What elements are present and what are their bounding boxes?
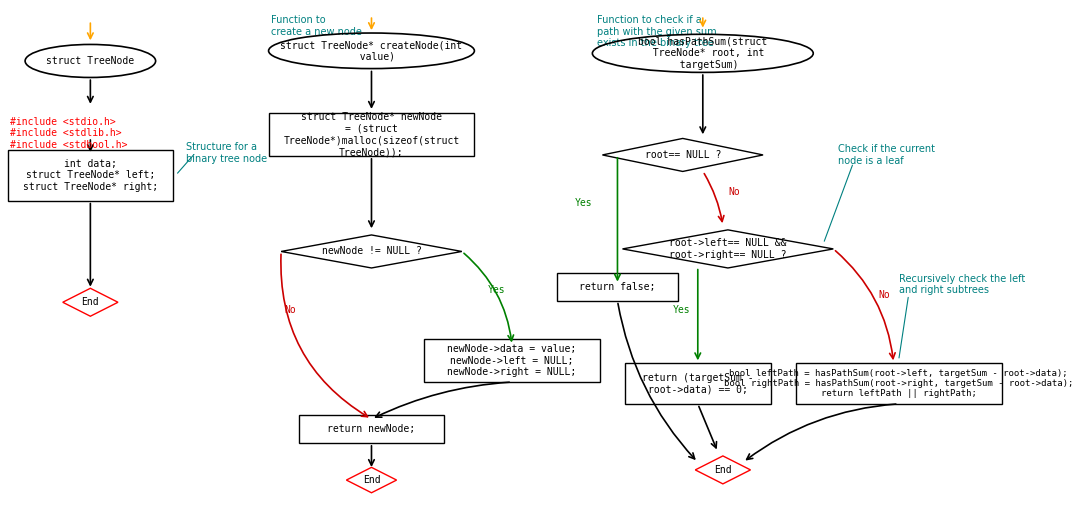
Text: No: No [728,186,740,197]
Text: root->left== NULL &&
root->right== NULL ?: root->left== NULL && root->right== NULL … [669,238,787,260]
Text: struct TreeNode: struct TreeNode [46,56,134,66]
Text: Check if the current
node is a leaf: Check if the current node is a leaf [838,144,935,166]
Text: Recursively check the left
and right subtrees: Recursively check the left and right sub… [898,274,1025,295]
Text: bool leftPath = hasPathSum(root->left, targetSum - root->data);
bool rightPath =: bool leftPath = hasPathSum(root->left, t… [724,369,1074,398]
Text: struct TreeNode* createNode(int
  value): struct TreeNode* createNode(int value) [280,40,462,61]
Text: No: No [284,305,296,315]
Text: return (targetSum -
root->data) == 0;: return (targetSum - root->data) == 0; [642,373,753,394]
Text: End: End [714,465,731,475]
Text: newNode->data = value;
newNode->left = NULL;
newNode->right = NULL;: newNode->data = value; newNode->left = N… [447,344,577,377]
Text: Yes: Yes [574,198,592,208]
Text: End: End [82,297,99,307]
Text: Yes: Yes [488,284,506,295]
Text: No: No [879,290,891,300]
Text: root== NULL ?: root== NULL ? [644,150,720,160]
Text: return newNode;: return newNode; [327,424,415,434]
Text: Function to check if a
path with the given sum
exists in the binary tree: Function to check if a path with the giv… [597,15,717,48]
Text: struct TreeNode* newNode
= (struct
TreeNode*)malloc(sizeof(struct
TreeNode));: struct TreeNode* newNode = (struct TreeN… [283,112,460,157]
Text: newNode != NULL ?: newNode != NULL ? [322,246,422,257]
Text: Structure for a
binary tree node: Structure for a binary tree node [185,142,267,164]
Text: int data;
struct TreeNode* left;
struct TreeNode* right;: int data; struct TreeNode* left; struct … [23,158,158,192]
Text: Yes: Yes [674,305,691,315]
Text: End: End [363,475,380,485]
Text: return false;: return false; [579,282,656,292]
Text: Function to
create a new node: Function to create a new node [271,15,362,37]
Text: #include <stdio.h>
#include <stdlib.h>
#include <stdbool.h>: #include <stdio.h> #include <stdlib.h> #… [10,117,128,150]
Text: bool hasPathSum(struct
  TreeNode* root, int
  targetSum): bool hasPathSum(struct TreeNode* root, i… [638,37,767,70]
